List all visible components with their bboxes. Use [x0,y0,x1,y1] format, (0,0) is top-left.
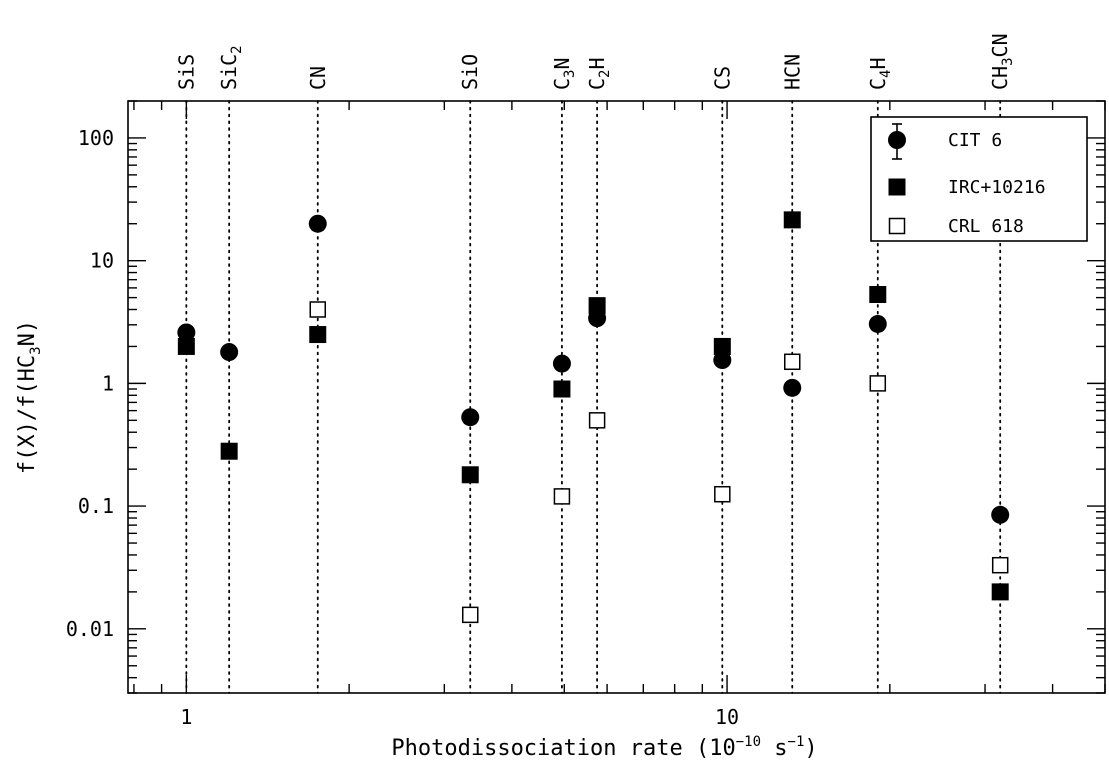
crl618-point [714,485,731,503]
crl618-point [309,301,327,318]
legend-label: IRC+10216 [948,177,1046,198]
irc10216-point [783,211,801,229]
y-tick-label: 100 [78,126,114,150]
data-markers [177,211,1010,624]
molecule-label: HCN [780,54,804,90]
cit6-point [308,214,327,233]
axes: 1 10 0.01 0.1 1 10 100 [66,100,1106,729]
molecule-label: SiO [458,54,482,90]
irc10216-point [220,442,238,460]
legend-label: CRL 618 [948,216,1024,237]
legend-box [870,116,1088,242]
cit6-point [991,505,1010,524]
x-tick-label: 10 [715,705,739,729]
legend-marker-crl618 [888,217,906,235]
crl618-point [991,556,1009,574]
y-tick-label: 0.1 [78,494,114,518]
y-axis-label: f(X)/f(HC3N) [15,320,44,474]
molecule-label: C2H [585,57,613,90]
plot-frame [127,100,1106,694]
irc10216-point [461,466,479,484]
legend-label: CIT 6 [948,130,1002,151]
x-axis-label: Photodissociation rate (10−10 s−1) [391,734,817,761]
y-tick-label: 10 [90,249,114,273]
crl618-point [553,488,571,505]
y-tick-label: 1 [102,371,114,395]
irc10216-point [991,583,1009,601]
legend: CIT 6 IRC+10216 CRL 618 [870,116,1088,242]
molecule-label: SiC2 [217,45,245,90]
molecule-label: CN [306,66,330,90]
crl618-point [588,412,606,429]
legend-marker-cit6 [888,131,906,149]
legend-marker-irc10216 [888,178,906,196]
cit6-point [552,354,571,373]
irc10216-point [588,297,606,315]
molecule-label: CH3CN [988,33,1016,90]
irc10216-point [553,380,571,398]
crl618-point [784,353,801,371]
cit6-point [177,323,196,342]
x-tick-label: 1 [180,705,192,729]
crl618-point [869,375,887,392]
cit6-point [868,314,887,333]
irc10216-point [713,337,731,355]
y-tick-label: 0.01 [66,617,114,641]
cit6-point [588,309,607,328]
molecule-label: CS [710,66,734,90]
irc10216-point [309,326,327,344]
irc10216-point [869,286,887,304]
cit6-point [220,343,239,362]
crl618-point [461,606,479,624]
molecule-label: SiS [174,54,198,90]
molecule-label: C3N [550,57,578,90]
cit6-point [783,378,802,397]
irc10216-point [177,337,195,355]
molecule-label: C4H [866,57,894,90]
cit6-point [461,408,480,427]
cit6-point [713,351,732,370]
